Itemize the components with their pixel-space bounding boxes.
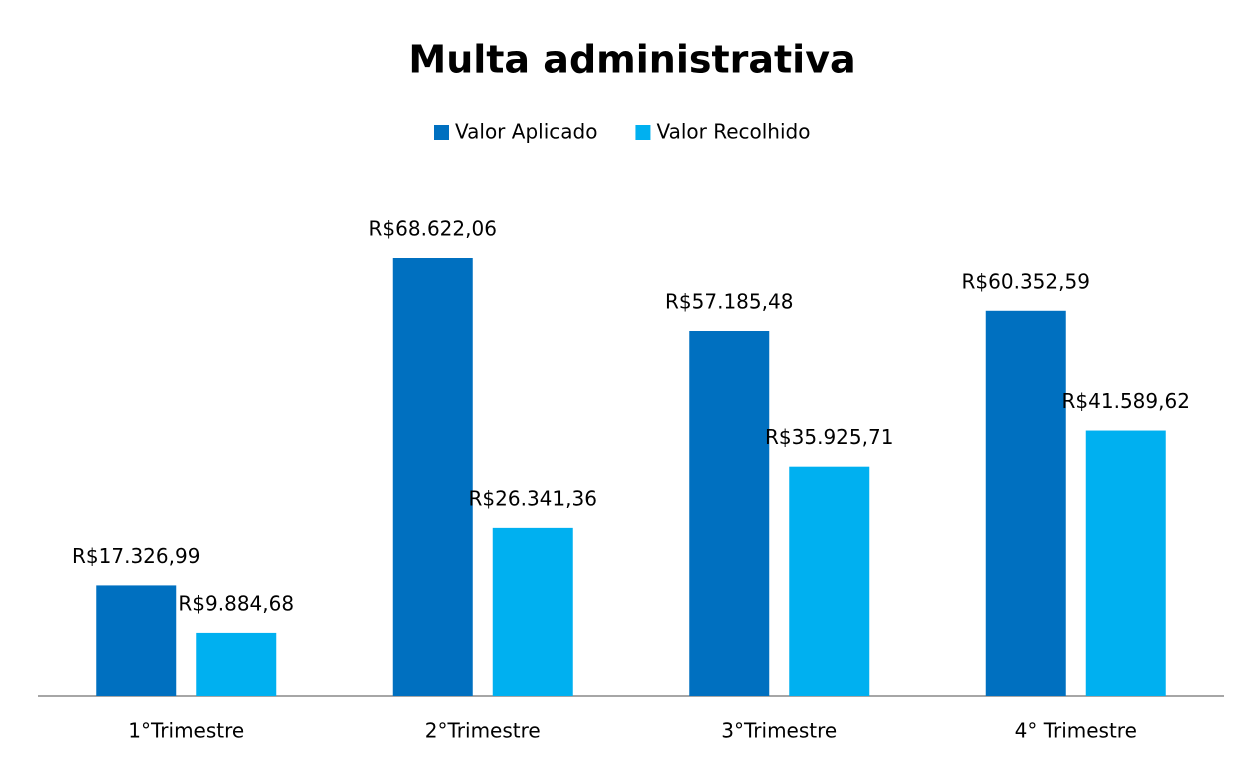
value-label: R$60.352,59	[962, 269, 1090, 293]
legend-label: Valor Aplicado	[455, 120, 597, 144]
x-tick-label: 4° Trimestre	[1015, 719, 1137, 743]
bar	[392, 258, 473, 696]
value-label: R$35.925,71	[765, 425, 893, 449]
bar	[96, 585, 177, 696]
bar	[492, 527, 573, 696]
bar	[196, 632, 277, 696]
value-label: R$9.884,68	[178, 591, 294, 615]
x-tick-label: 3°Trimestre	[721, 719, 837, 743]
chart-title: Multa administrativa	[408, 38, 855, 82]
legend-swatch	[434, 125, 449, 140]
value-label: R$41.589,62	[1062, 389, 1190, 413]
x-tick-label: 1°Trimestre	[128, 719, 244, 743]
value-label: R$17.326,99	[72, 544, 200, 568]
value-label: R$68.622,06	[369, 217, 497, 241]
bar	[1085, 430, 1166, 696]
legend-swatch	[635, 125, 651, 140]
value-label: R$57.185,48	[665, 289, 793, 313]
value-label: R$26.341,36	[469, 486, 597, 510]
bar	[789, 466, 870, 696]
bar	[689, 330, 770, 696]
legend-label: Valor Recolhido	[656, 120, 810, 144]
bar	[985, 310, 1066, 696]
x-tick-label: 2°Trimestre	[425, 719, 541, 743]
